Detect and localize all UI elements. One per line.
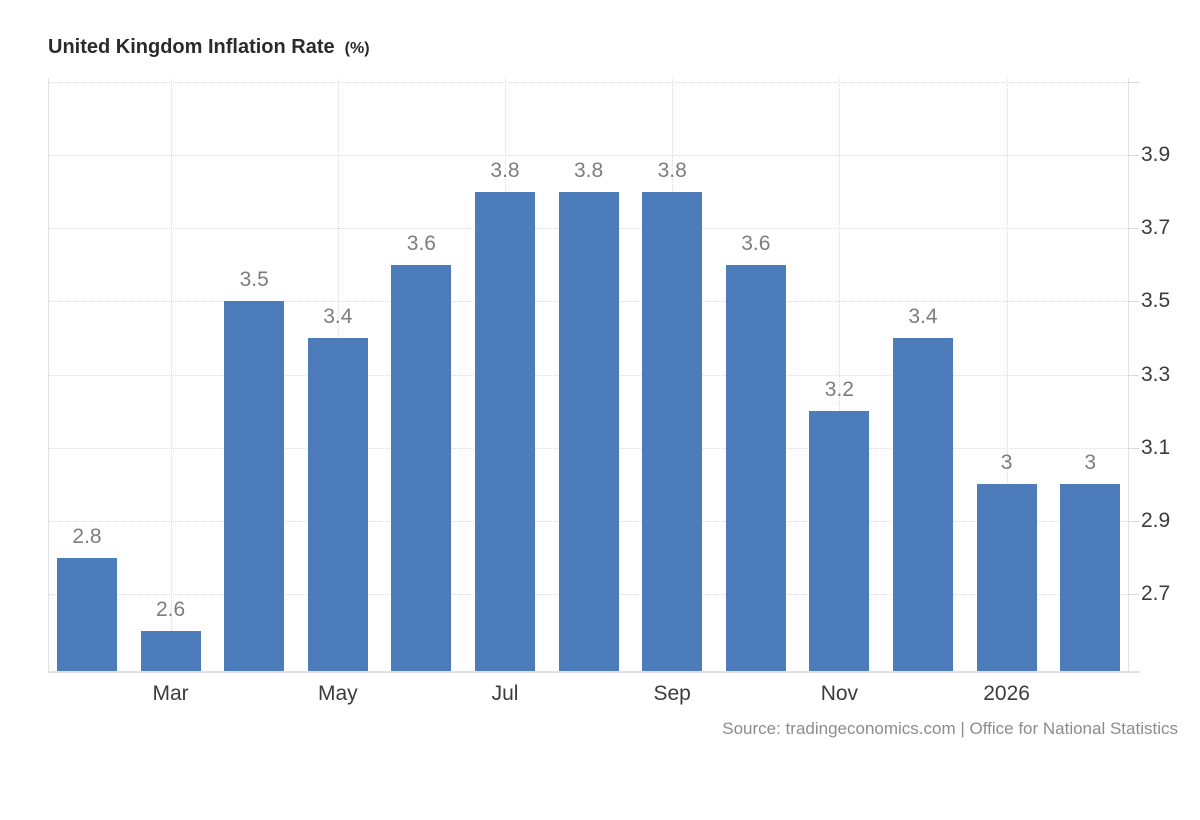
y-axis-tick	[1128, 228, 1139, 230]
x-axis-tick-label: Nov	[820, 682, 859, 705]
bar-value-label: 3.2	[824, 378, 854, 402]
y-axis-tick	[1128, 374, 1139, 376]
source-attribution: Source: tradingeconomics.com | Office fo…	[722, 719, 1178, 738]
vertical-gridline	[1006, 78, 1008, 671]
inflation-bar[interactable]	[809, 411, 870, 671]
x-axis-tick-label: May	[317, 682, 358, 705]
y-axis-tick	[1128, 154, 1139, 156]
inflation-bar[interactable]	[391, 264, 452, 671]
bar-value-label: 3.4	[908, 304, 938, 328]
bar-value-label: 3.8	[573, 158, 604, 182]
bar-value-label: 3.6	[406, 231, 436, 255]
x-axis-tick-label: 2026	[983, 682, 1030, 705]
vertical-gridline	[170, 78, 172, 671]
horizontal-gridline	[48, 81, 1128, 83]
inflation-bar[interactable]	[976, 484, 1037, 671]
bar-value-label: 3.8	[490, 158, 520, 182]
y-axis-tick-label: 2.9	[1141, 508, 1171, 532]
y-axis-tick-label: 3.7	[1141, 216, 1171, 240]
bar-value-label: 3.5	[239, 268, 269, 292]
y-axis-tick	[1128, 520, 1139, 522]
inflation-bar[interactable]	[1060, 484, 1121, 671]
inflation-bar[interactable]	[307, 337, 368, 671]
bar-value-label: 2.6	[155, 597, 186, 621]
y-axis-tick	[1128, 594, 1139, 596]
inflation-bar[interactable]	[224, 301, 285, 671]
chart-title: United Kingdom Inflation Rate (%)	[48, 36, 370, 59]
bar-value-label: 3	[1084, 451, 1097, 475]
inflation-bar[interactable]	[893, 337, 953, 671]
chart-title-unit-text: (%)	[344, 40, 370, 57]
y-axis-tick-label: 3.5	[1141, 289, 1171, 313]
y-axis-tick-label: 3.3	[1141, 362, 1171, 386]
inflation-bar[interactable]	[558, 191, 619, 671]
x-axis-tick-label: Jul	[491, 682, 519, 705]
bar-value-label: 2.8	[72, 524, 102, 548]
y-axis-tick-label: 3.1	[1141, 435, 1171, 459]
bar-value-label: 3.4	[323, 304, 353, 328]
bar-value-label: 3.8	[657, 158, 687, 182]
x-axis-tick-label: Mar	[152, 682, 189, 705]
inflation-bar[interactable]	[475, 191, 535, 671]
vertical-gridline	[839, 78, 841, 671]
y-axis-tick	[1128, 447, 1139, 449]
inflation-bar[interactable]	[725, 264, 786, 671]
chart-title-main: United Kingdom Inflation Rate	[48, 36, 335, 58]
x-axis-tick-label: Sep	[653, 682, 691, 705]
y-axis-tick-label: 3.9	[1141, 142, 1171, 166]
inflation-bar[interactable]	[57, 557, 117, 671]
y-axis-tick-label: 2.7	[1141, 582, 1171, 606]
horizontal-gridline	[48, 154, 1128, 156]
bar-value-label: 3	[1000, 451, 1013, 475]
y-axis-line-left	[48, 78, 49, 671]
bar-value-label: 3.6	[741, 231, 771, 255]
inflation-bar[interactable]	[140, 630, 201, 671]
y-axis-tick	[1128, 301, 1139, 303]
x-axis-line	[48, 671, 1140, 673]
y-axis-tick	[1128, 81, 1139, 83]
inflation-bar[interactable]	[642, 191, 703, 671]
